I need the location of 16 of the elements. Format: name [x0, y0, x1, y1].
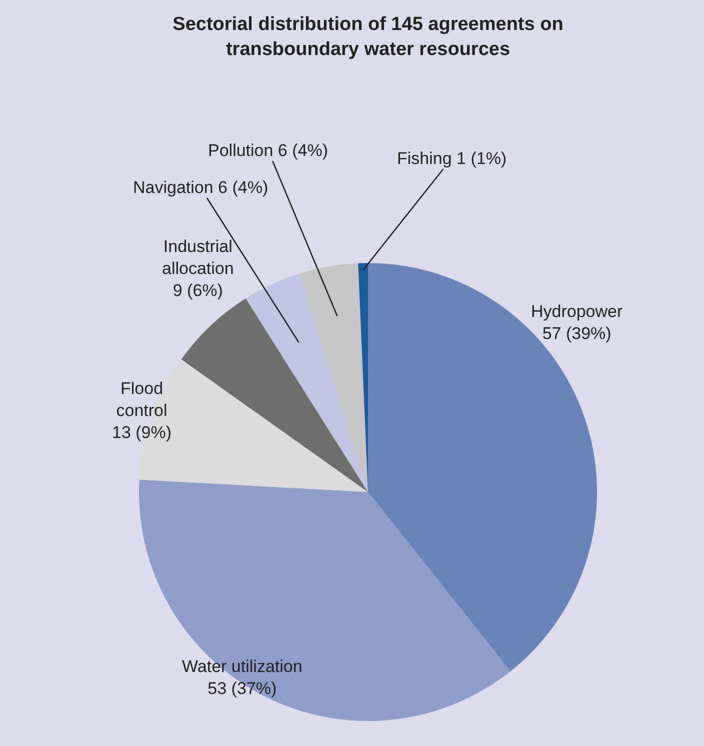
slice-label: Hydropower: [531, 302, 623, 321]
slice-label: Navigation 6 (4%): [133, 178, 268, 197]
slice-label: Flood control: [116, 379, 168, 420]
slice-label: Pollution 6 (4%): [208, 141, 328, 160]
pie-slice: [181, 298, 368, 492]
slice-label: Water utilization: [182, 657, 302, 676]
chart-title: Sectorial distribution of 145 agreements on transboundary water resources: [172, 13, 564, 62]
pie-slice: [139, 480, 510, 721]
pie-slice: [300, 263, 368, 492]
data-label: 57 (39%): [542, 324, 612, 344]
slice-label: Fishing 1 (1%): [397, 149, 507, 168]
pie-slice: [246, 273, 368, 492]
slice-label: Industrial allocation: [162, 237, 234, 278]
data-label: 9 (6%): [172, 281, 223, 300]
data-label: 53 (37%): [208, 679, 277, 698]
data-label: 13 (9%): [112, 423, 172, 442]
